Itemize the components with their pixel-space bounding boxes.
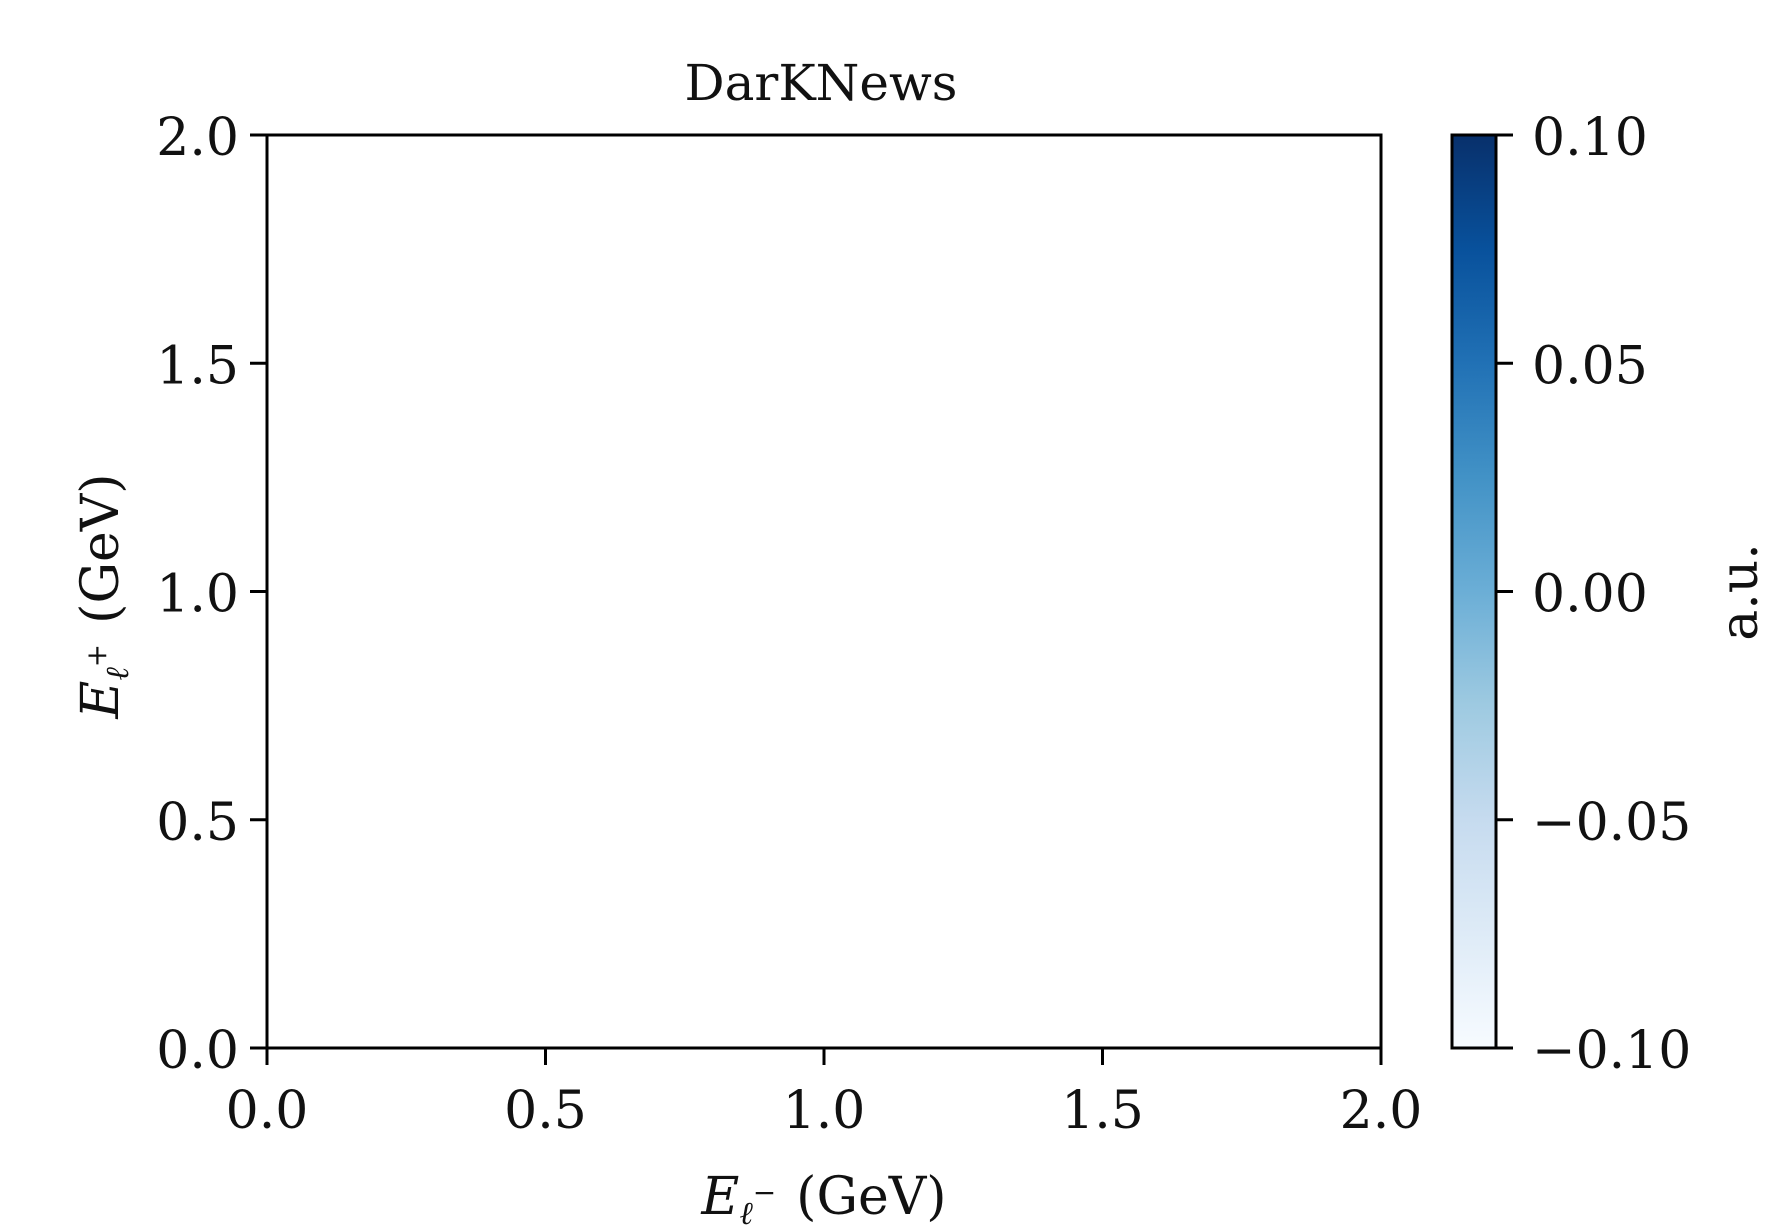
y-axis-ticks: 0.0 0.5 1.0 1.5 2.0 bbox=[156, 108, 267, 1081]
y-tick-label: 0.5 bbox=[156, 793, 239, 853]
x-axis-label: Eℓ− (GeV) bbox=[700, 1167, 946, 1228]
plot-area bbox=[265, 133, 1383, 1050]
x-tick-label: 1.5 bbox=[1061, 1081, 1144, 1141]
colorbar-ticks: −0.10 −0.05 0.00 0.05 0.10 bbox=[1496, 108, 1691, 1081]
y-tick-label: 2.0 bbox=[156, 108, 239, 168]
y-axis-label: Eℓ+(GeV) bbox=[71, 473, 136, 719]
colorbar-tick-label: 0.05 bbox=[1532, 336, 1648, 396]
colorbar-gradient bbox=[1450, 133, 1498, 1050]
colorbar-tick-label: 0.00 bbox=[1532, 565, 1648, 625]
y-tick-label: 0.0 bbox=[156, 1021, 239, 1081]
x-tick-label: 2.0 bbox=[1340, 1081, 1423, 1141]
colorbar-tick-label: −0.05 bbox=[1532, 793, 1691, 853]
plot-frame bbox=[265, 133, 1383, 1050]
colorbar: −0.10 −0.05 0.00 0.05 0.10 a.u. bbox=[1450, 108, 1770, 1081]
x-tick-label: 0.5 bbox=[504, 1081, 587, 1141]
x-axis-ticks: 0.0 0.5 1.0 1.5 2.0 bbox=[226, 1048, 1423, 1141]
x-tick-label: 1.0 bbox=[783, 1081, 866, 1141]
colorbar-label: a.u. bbox=[1710, 543, 1770, 641]
y-tick-label: 1.0 bbox=[156, 565, 239, 625]
x-tick-label: 0.0 bbox=[226, 1081, 309, 1141]
y-tick-label: 1.5 bbox=[156, 336, 239, 396]
colorbar-tick-label: 0.10 bbox=[1532, 108, 1648, 168]
chart-title: DarKNews bbox=[685, 54, 958, 112]
colorbar-tick-label: −0.10 bbox=[1532, 1021, 1691, 1081]
